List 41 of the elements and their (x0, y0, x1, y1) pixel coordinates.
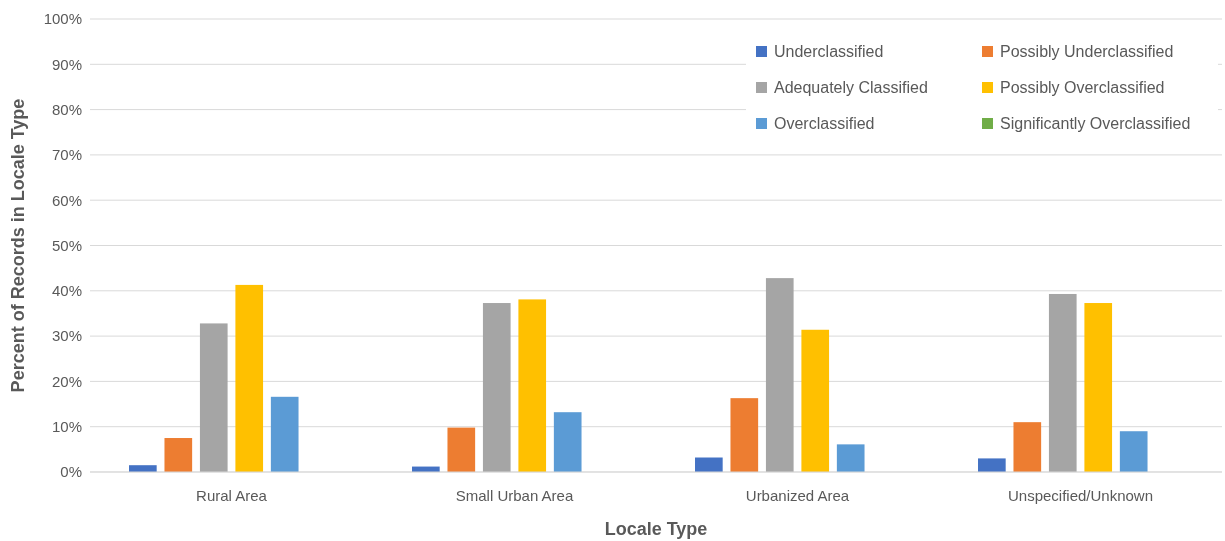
bar (1119, 431, 1148, 472)
y-tick-label: 70% (51, 146, 82, 164)
y-tick-label: 50% (51, 236, 82, 254)
y-tick-label: 0% (60, 463, 82, 481)
bar (553, 412, 582, 472)
legend-label: Possibly Underclassified (1000, 43, 1174, 60)
bar (765, 278, 794, 472)
legend-label: Significantly Overclassified (1000, 115, 1191, 132)
x-tick-label: Urbanized Area (745, 486, 850, 504)
y-tick-label: 80% (51, 100, 82, 118)
bar (235, 284, 264, 472)
legend-label: Possibly Overclassified (1000, 79, 1165, 96)
legend-label: Underclassified (774, 43, 884, 60)
y-tick-label: 60% (51, 191, 82, 209)
bar (199, 323, 228, 472)
x-tick-label: Unspecified/Unknown (1007, 486, 1154, 504)
bar (978, 458, 1006, 472)
bar (1013, 422, 1042, 472)
y-axis-title: Percent of Records in Locale Type (8, 98, 28, 393)
bar (270, 396, 299, 472)
bar (695, 457, 723, 472)
y-tick-label: 90% (51, 55, 82, 73)
bar (836, 444, 865, 472)
bar (482, 303, 511, 472)
legend-label: Overclassified (774, 115, 875, 132)
bar (518, 299, 547, 472)
bar (730, 398, 759, 472)
y-tick-label: 20% (51, 372, 82, 390)
x-axis-title: Locale Type (604, 519, 708, 539)
legend-label: Adequately Classified (774, 79, 928, 96)
bar (164, 438, 193, 472)
y-tick-label: 10% (51, 418, 82, 435)
x-tick-label: Small Urban Area (455, 486, 574, 504)
y-tick-label: 100% (43, 10, 82, 28)
bar (1084, 303, 1113, 472)
bar (447, 427, 476, 472)
y-tick-label: 40% (51, 282, 82, 300)
bar (1048, 293, 1077, 472)
x-tick-label: Rural Area (196, 486, 268, 504)
y-tick-label: 30% (51, 327, 82, 345)
bar (801, 329, 830, 472)
